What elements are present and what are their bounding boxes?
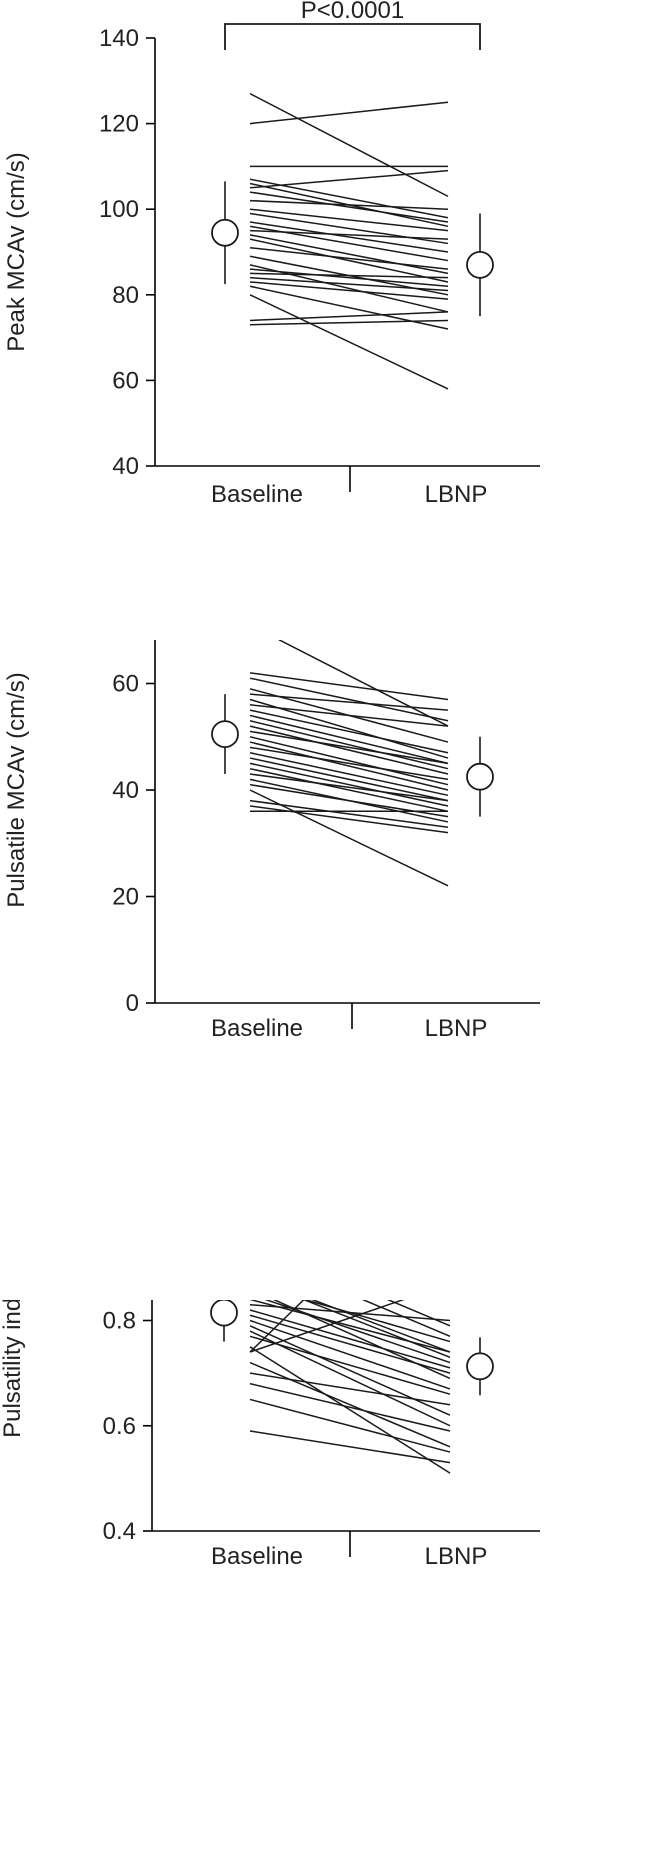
category-label-lbnp: LBNP [425,481,488,508]
y-axis-label: Pulsatility index (ratio) [0,1300,26,1438]
participant-line [249,234,449,275]
pulsatile-mcav-chart: 020406080Pulsatile MCAv (cm/s)BaselineLB… [3,640,540,1042]
participant-line [249,1335,451,1395]
participant-line [249,268,449,287]
participant-line [249,294,449,390]
participant-line [249,276,449,292]
participant-line [249,311,449,322]
y-tick-label: 60 [112,367,139,394]
participant-line [249,805,449,834]
significance-label: P<0.0001 [301,0,404,24]
peak-mcav-panel: 40 60 80 100 120 140 Peak MCAv (cm/s) Baseline L… [0,0,650,520]
category-label-baseline: Baseline [211,1015,303,1042]
category-label-lbnp: LBNP [425,1543,488,1570]
participant-line [264,1300,451,1364]
participant-line [249,272,449,279]
category-label-lbnp: LBNP [425,1015,488,1042]
participant-line [249,169,449,189]
participant-line [249,704,449,727]
participant-line [249,1300,451,1353]
participant-line [386,1300,451,1327]
participant-line [249,1430,451,1464]
participant-line [249,208,449,232]
participant-line [249,698,449,759]
participant-line [249,319,449,326]
pulsatility-index-chart: 0.40.60.81.01.2Pulsatility index (ratio)… [0,1300,540,1570]
participant-line [249,246,449,270]
mean-marker-lbnp [466,762,494,791]
chart-group: 40 60 80 100 120 140 Peak MCAv (cm/s) Baseline L… [3,0,540,508]
participant-line [249,1361,451,1448]
y-tick-label: 120 [99,111,139,138]
participant-line [249,199,449,210]
y-tick-label: 40 [112,777,139,804]
participant-line [249,709,449,754]
participant-line [249,1382,451,1432]
participant-line [249,714,449,765]
chart-group: 0.40.60.81.01.2Pulsatility index (ratio)… [0,1300,540,1570]
participant-line [249,757,449,802]
participant-line [249,1314,451,1374]
participant-line [249,1300,405,1353]
participant-line [249,1319,451,1390]
mean-marker-lbnp [466,250,494,279]
pulsatility-index-panel: 0.40.60.81.01.2Pulsatility index (ratio)… [0,1300,650,1868]
participant-line [277,640,449,727]
y-tick-label: 140 [99,25,139,52]
participant-line [249,229,449,240]
category-label-baseline: Baseline [211,1543,303,1570]
participant-line [249,1300,305,1353]
participant-line [249,725,449,775]
participant-line [249,281,449,300]
participant-line [249,1303,451,1322]
mean-marker-baseline [210,1300,238,1327]
participant-line [249,736,449,786]
participant-line [249,799,449,829]
y-tick-label: 0 [126,990,139,1017]
significance-bracket [224,23,481,50]
participant-line [249,751,449,797]
participant-line [249,238,449,283]
participant-line [249,677,449,722]
y-tick-label: 40 [112,453,139,480]
participant-line [249,730,449,765]
participant-line [249,767,449,813]
participant-line [249,92,449,198]
participant-line [249,746,449,781]
participant-line [249,1346,451,1474]
participant-line [249,1372,451,1406]
mean-marker-lbnp [466,1352,494,1381]
participant-line [249,789,449,887]
participant-line [249,221,449,253]
participant-line [249,672,449,701]
participant-line [249,720,449,770]
participant-line [249,693,449,711]
participant-line [249,1330,451,1427]
chart-group: 020406080Pulsatile MCAv (cm/s)BaselineLB… [3,640,540,1042]
participant-line [249,1398,451,1453]
y-tick-label: 0.8 [103,1308,136,1335]
participant-line [361,1300,451,1337]
y-tick-label: 100 [99,196,139,223]
mean-marker-baseline [211,720,239,748]
peak-mcav-chart: 40 60 80 100 120 140 Peak MCAv (cm/s) Baseline L… [3,0,540,508]
participant-line [249,762,449,807]
pulsatile-mcav-panel: 020406080Pulsatile MCAv (cm/s)BaselineLB… [0,640,650,1240]
y-axis-label: Pulsatile MCAv (cm/s) [3,672,30,908]
mean-marker-baseline [211,218,239,247]
category-label-baseline: Baseline [211,481,303,508]
y-tick-label: 60 [112,671,139,698]
participant-line [249,741,449,791]
participant-line [249,191,449,223]
participant-line [249,101,449,125]
participant-line [311,1300,451,1353]
participant-line [249,773,449,802]
y-tick-label: 20 [112,884,139,911]
participant-line [303,1300,451,1343]
y-tick-label: 80 [112,282,139,309]
y-tick-label: 0.4 [103,1518,136,1545]
y-tick-label: 0.6 [103,1413,136,1440]
y-axis-label: Peak MCAv (cm/s) [3,152,30,352]
